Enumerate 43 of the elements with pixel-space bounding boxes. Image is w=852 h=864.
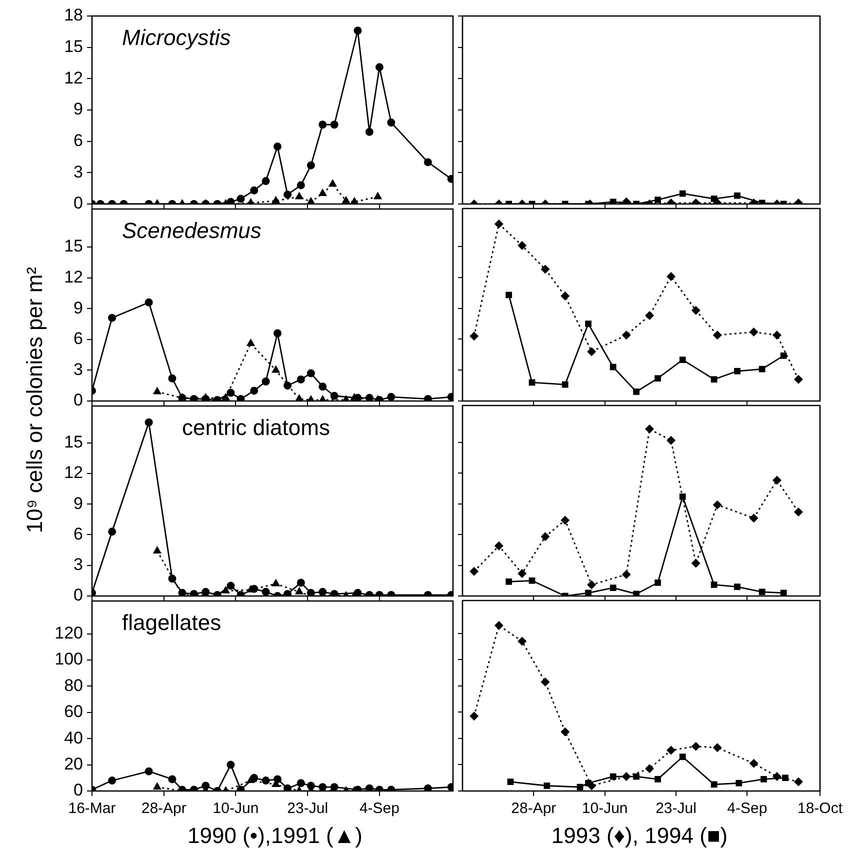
x-axis-title: 1990 (•),1991 (▲) <box>186 823 364 849</box>
y-tick-label: 15 <box>64 37 83 56</box>
x-tick-label: 10-Jun <box>582 800 628 818</box>
y-tick-label: 6 <box>74 329 83 348</box>
y-tick-label: 120 <box>54 623 83 642</box>
y-tick-label: 6 <box>74 131 83 150</box>
y-tick-label: 15 <box>64 236 83 256</box>
y-tick-label: 80 <box>64 676 83 695</box>
y-tick-label: 3 <box>74 555 83 574</box>
y-tick-label: 18 <box>64 6 83 25</box>
x-tick-label: 16-Mar <box>68 800 116 818</box>
x-tick-label: 28-Apr <box>141 800 186 818</box>
x-tick-label: 28-Apr <box>511 800 556 818</box>
y-tick-label: 9 <box>74 100 83 119</box>
y-tick-label: 0 <box>74 390 83 410</box>
y-tick-label: 60 <box>64 702 83 722</box>
y-tick-label: 12 <box>64 68 83 88</box>
x-axis-title: 1993 (♦), 1994 (■) <box>550 823 729 849</box>
y-tick-label: 0 <box>74 586 83 605</box>
y-tick-label: 20 <box>64 754 83 774</box>
y-tick-label: 12 <box>64 463 83 482</box>
y-tick-label: 15 <box>64 432 83 452</box>
x-tick-label: 23-Jul <box>287 800 328 818</box>
y-tick-label: 12 <box>64 267 83 286</box>
x-tick-label: 18-Oct <box>797 800 844 818</box>
y-tick-label: 9 <box>74 494 83 513</box>
chart-title: centric diatoms <box>182 415 330 440</box>
chart-title: flagellates <box>122 610 222 636</box>
chart-title: Microcystis <box>122 25 231 50</box>
x-tick-label: 23-Jul <box>656 800 696 818</box>
y-tick-label: 0 <box>74 194 83 213</box>
y-tick-label: 9 <box>74 298 83 318</box>
y-tick-label: 100 <box>54 650 83 669</box>
y-tick-label: 3 <box>74 360 83 379</box>
x-tick-label: 10-Jun <box>212 800 259 818</box>
x-tick-label: 4-Sep <box>359 800 400 818</box>
y-axis-title: 10⁹ cells or colonies per m² <box>22 266 48 536</box>
y-tick-label: 40 <box>64 728 83 748</box>
y-tick-label: 3 <box>74 162 83 182</box>
y-tick-label: 6 <box>74 524 83 544</box>
x-tick-label: 4-Sep <box>727 800 768 818</box>
y-tick-label: 0 <box>74 780 83 800</box>
chart-title: Scenedesmus <box>122 218 262 244</box>
